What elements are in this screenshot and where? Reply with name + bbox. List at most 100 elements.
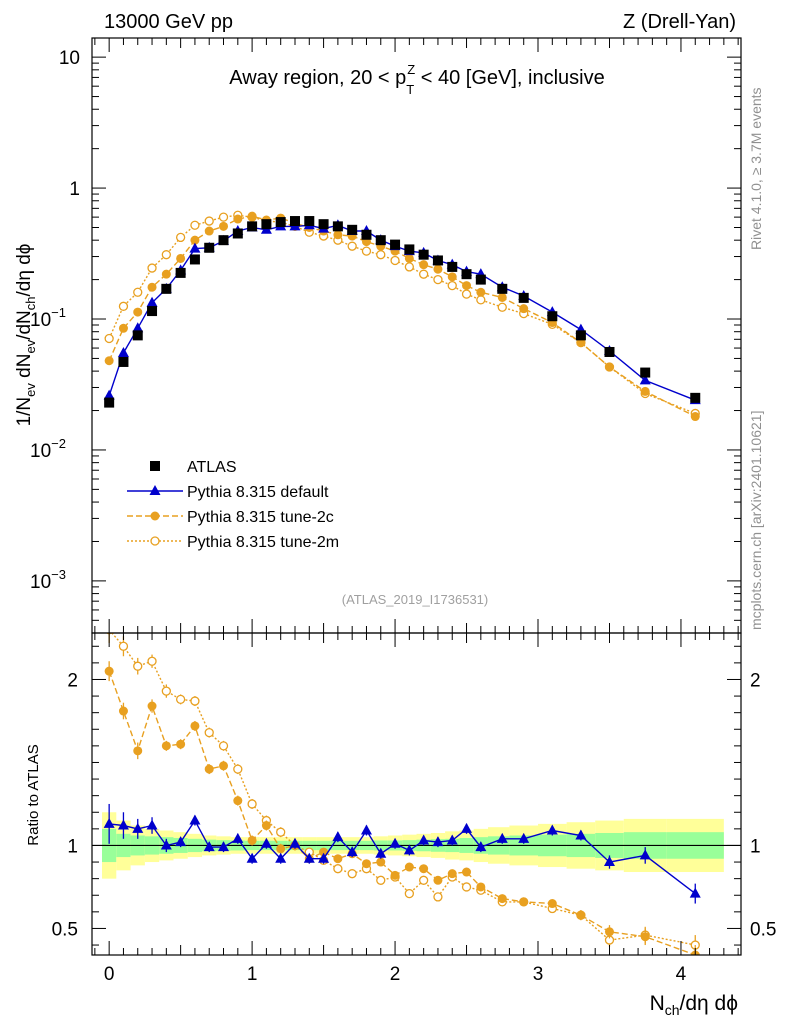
legend-label: Pythia 8.315 tune-2m	[187, 534, 339, 551]
analysis-watermark: (ATLAS_2019_I1736531)	[342, 592, 488, 607]
pythia-8-315-tune-2c-point	[104, 356, 114, 366]
pythia-8-315-tune-2m-point	[133, 287, 143, 297]
pythia-8-315-default-ratio-point	[432, 836, 444, 847]
ratio-y-tick-label-right: 2	[750, 670, 761, 691]
pythia-8-315-tune-2m-point	[104, 333, 114, 344]
legend-entry-pythia-8-315-default: Pythia 8.315 default	[127, 484, 329, 501]
pythia-8-315-default-ratio-point	[689, 887, 701, 898]
ratio-y-tick-label: 0.5	[52, 919, 78, 940]
pythia-8-315-default-ratio-point	[160, 839, 172, 850]
pythia-8-315-default-ratio-point	[318, 852, 330, 863]
pythia-8-315-default-ratio-point	[117, 819, 129, 830]
atlas-point	[604, 346, 615, 357]
pythia-8-315-tune-2m-point	[218, 212, 229, 222]
atlas-point	[318, 219, 329, 230]
atlas-point	[161, 283, 172, 294]
pythia-8-315-tune-2m-ratio-point	[133, 661, 143, 671]
pythia-8-315-default-ratio-point	[175, 836, 187, 847]
pythia-8-315-default-line	[108, 224, 696, 401]
pythia-8-315-default-ratio-point	[189, 814, 201, 825]
mcplots-label: mcplots.cern.ch [arXiv:2401.10621]	[748, 411, 764, 630]
pythia-8-315-tune-2m-point	[390, 255, 400, 266]
pythia-8-315-default-ratio-point	[260, 837, 272, 848]
atlas-point	[640, 367, 651, 378]
energy-label: 13000 GeV pp	[104, 11, 233, 33]
pythia-8-315-tune-2c-ratio-point	[204, 764, 214, 774]
pythia-8-315-default-ratio-point	[346, 846, 358, 857]
ratio-y-tick-label-right: 1	[750, 836, 761, 857]
pythia-8-315-tune-2c-ratio-point	[576, 910, 586, 920]
atlas-point	[461, 269, 472, 280]
pythia-8-315-default-ratio-point	[146, 819, 158, 830]
x-tick-label: 4	[676, 964, 687, 985]
atlas-point	[475, 274, 486, 285]
pythia-8-315-tune-2c-point	[640, 386, 650, 396]
pythia-8-315-tune-2c-point	[147, 282, 157, 292]
ratio-y-tick-label: 1	[67, 836, 78, 857]
ratio-y-axis-label: Ratio to ATLAS	[25, 744, 42, 845]
pythia-8-315-default-ratio-point	[546, 824, 558, 835]
pythia-8-315-default-ratio-point	[496, 832, 508, 843]
pythia-8-315-default-ratio-point	[289, 837, 301, 848]
pythia-8-315-default-ratio-line	[109, 819, 696, 895]
pythia-8-315-default-ratio-point	[418, 834, 430, 845]
ratio-panel: 0 1 2 3 4 2 2 1 1 0.5 0.5 Ratio to ATLAS Nch/dη dϕ	[25, 632, 776, 1018]
pythia-8-315-default-ratio-point	[518, 832, 530, 843]
ratio-series	[103, 633, 701, 955]
y-tick-label: 10−3	[30, 567, 66, 593]
atlas-point	[132, 330, 143, 341]
legend-marker	[150, 461, 160, 471]
pythia-8-315-default-ratio-point	[461, 822, 473, 833]
x-tick-label: 2	[390, 964, 401, 985]
y-tick-exponent: −1	[51, 305, 66, 320]
pythia-8-315-tune-2m-point	[204, 216, 214, 226]
pythia-8-315-tune-2m-ratio-point	[333, 864, 343, 874]
pythia-8-315-tune-2m-point	[147, 263, 157, 273]
pythia-8-315-tune-2m-ratio-point	[276, 827, 286, 837]
pythia-8-315-tune-2c-ratio-point	[190, 721, 200, 731]
pythia-8-315-tune-2c-point	[333, 230, 343, 240]
pythia-8-315-default-point	[639, 374, 651, 385]
pythia-8-315-default-ratio-point	[203, 841, 215, 852]
pythia-8-315-tune-2c-ratio-point	[247, 835, 257, 845]
y-tick-label: 1	[69, 179, 80, 200]
atlas-point	[304, 216, 315, 227]
y-tick-label: 10−2	[30, 436, 66, 462]
main-y-axis-label: 1/Nev dNev/dNch/dη dϕ	[14, 244, 38, 427]
ratio-series-pythia-8-315-tune-2c	[104, 661, 700, 955]
ratio-frame	[91, 632, 742, 956]
pythia-8-315-tune-2c-point	[462, 281, 472, 291]
pythia-8-315-tune-2m-point	[361, 246, 372, 256]
atlas-point	[118, 356, 129, 367]
atlas-point	[547, 311, 558, 322]
title-subscript: T	[406, 82, 414, 97]
series-pythia-8-315-tune-2c	[104, 211, 700, 422]
atlas-point	[390, 239, 401, 250]
pythia-8-315-tune-2c-point	[519, 304, 529, 314]
y-tick-base: 10	[30, 441, 51, 462]
pythia-8-315-default-ratio-point	[303, 852, 315, 863]
pythia-8-315-tune-2m-point	[418, 269, 429, 279]
ratio-series-pythia-8-315-default	[103, 803, 701, 904]
pythia-8-315-tune-2c-point	[576, 338, 586, 348]
plot-title: Away region, 20 < pTZ < 40 [GeV], inclus…	[229, 62, 604, 97]
pythia-8-315-tune-2m-point	[433, 274, 443, 285]
atlas-point	[361, 229, 372, 240]
pythia-8-315-default-ratio-point	[446, 834, 458, 845]
atlas-point	[518, 292, 529, 303]
pythia-8-315-default-ratio-point	[332, 831, 344, 842]
pythia-8-315-tune-2m-ratio-point	[218, 741, 229, 751]
pythia-8-315-tune-2c-ratio-point	[147, 701, 157, 711]
pythia-8-315-default-ratio-point	[218, 841, 230, 852]
pythia-8-315-default-ratio-point	[575, 829, 587, 840]
pythia-8-315-tune-2m-ratio-point	[175, 694, 186, 705]
pythia-8-315-default-ratio-point	[132, 822, 144, 833]
pythia-8-315-tune-2c-point	[176, 253, 186, 263]
process-label: Z (Drell-Yan)	[623, 11, 736, 33]
atlas-point	[575, 330, 586, 341]
pythia-8-315-tune-2c-point	[604, 362, 614, 372]
pythia-8-315-default-point	[117, 347, 129, 358]
pythia-8-315-tune-2c-ratio-point	[276, 844, 286, 854]
